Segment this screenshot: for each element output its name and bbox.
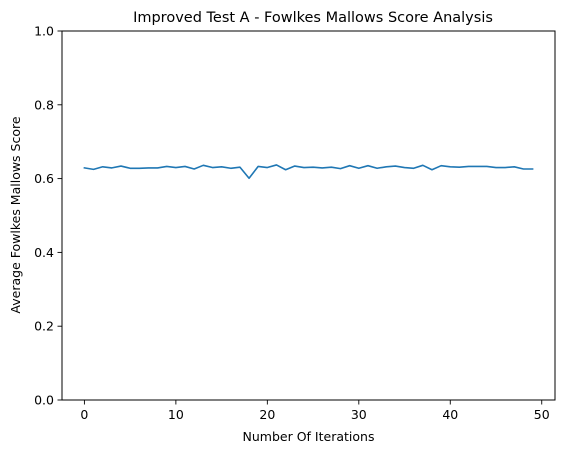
y-tick-label: 0.6 — [34, 171, 54, 186]
series-line-0 — [83, 164, 534, 180]
chart-title: Improved Test A - Fowlkes Mallows Score … — [133, 10, 493, 26]
x-tick-label: 40 — [442, 407, 458, 422]
x-tick-label: 50 — [534, 407, 550, 422]
x-tick-label: 10 — [168, 407, 184, 422]
y-tick-label: 0.2 — [34, 319, 54, 334]
y-tick-label: 1.0 — [34, 24, 54, 39]
y-tick-label: 0.8 — [34, 97, 54, 112]
y-tick-label: 0.4 — [34, 245, 54, 260]
x-tick-label: 0 — [80, 407, 88, 422]
x-axis-label: Number Of Iterations — [243, 429, 375, 444]
plot-frame — [61, 30, 556, 401]
y-tick-label: 0.0 — [34, 393, 54, 408]
y-axis-label: Average Fowlkes Mallows Score — [8, 116, 23, 313]
x-tick-label: 20 — [259, 407, 275, 422]
plot-area: 0 10 20 30 40 50 0.0 0.2 0.4 0.6 0.8 1.0 — [34, 24, 556, 422]
x-tick-label: 30 — [351, 407, 367, 422]
